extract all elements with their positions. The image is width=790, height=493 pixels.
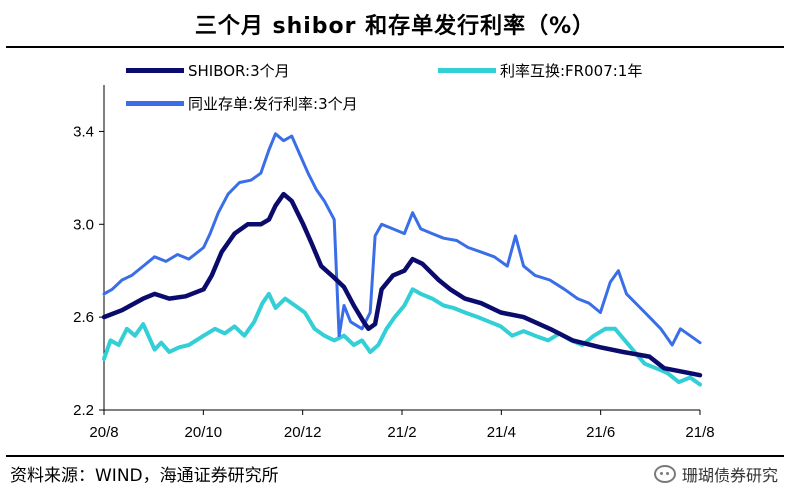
x-tick-label: 21/6: [586, 424, 615, 441]
legend-label-shibor: SHIBOR:3个月: [188, 62, 290, 80]
series-line-irs: [102, 287, 702, 387]
series-line-shibor: [101, 191, 703, 378]
legend-item-shibor: SHIBOR:3个月: [126, 60, 290, 81]
wechat-icon: [653, 465, 676, 483]
series-layer: [101, 132, 703, 387]
legend-item-ncd: 同业存单:发行利率:3个月: [126, 93, 358, 114]
chart-axes: 2.2 2.6 3.0 3.4 20/8 20/10 20/12 21/2 21/4 21/6 21…: [73, 85, 715, 441]
legend-swatch-ncd: [126, 101, 184, 106]
legend-label-irs: 利率互换:FR007:1年: [500, 62, 643, 80]
chart-title: 三个月 shibor 和存单发行利率（%）: [194, 14, 596, 39]
legend-item-irs: 利率互换:FR007:1年: [438, 60, 642, 81]
x-tick-label: 20/8: [89, 424, 118, 441]
line-chart: 2.2 2.6 3.0 3.4 20/8 20/10 20/12 21/2 21/4 21/6 21…: [73, 85, 715, 441]
series-line-ncd: [102, 132, 702, 347]
watermark: 珊瑚债券研究: [653, 462, 778, 486]
legend-label-ncd: 同业存单:发行利率:3个月: [188, 95, 358, 113]
watermark-text: 珊瑚债券研究: [681, 466, 778, 485]
y-tick-label: 2.6: [73, 309, 94, 326]
x-tick-label: 20/12: [284, 424, 322, 441]
title-divider: [6, 46, 784, 48]
y-tick-label: 2.2: [73, 402, 94, 419]
x-tick-label: 21/2: [387, 424, 416, 441]
legend-swatch-shibor: [126, 68, 184, 73]
source-note: 资料来源：WIND，海通证券研究所: [10, 466, 279, 486]
source-divider: [6, 455, 784, 457]
x-tick-label: 21/8: [685, 424, 714, 441]
y-tick-label: 3.4: [73, 123, 94, 140]
x-tick-label: 21/4: [487, 424, 516, 441]
x-tick-label: 20/10: [185, 424, 223, 441]
legend-swatch-irs: [438, 68, 496, 73]
y-tick-label: 3.0: [73, 216, 94, 233]
